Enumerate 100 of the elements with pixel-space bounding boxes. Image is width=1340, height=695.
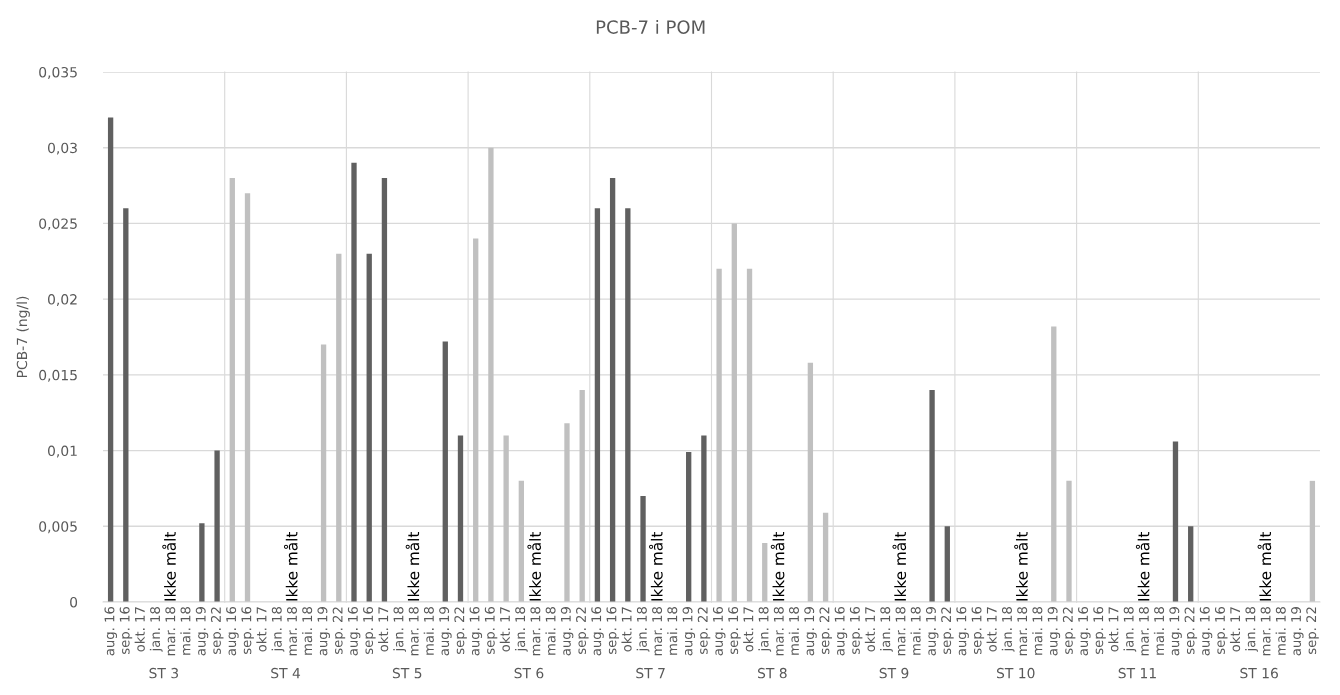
x-axis-title: ST 11 — [1118, 667, 1156, 679]
x-tick-label: okt. 17 — [499, 607, 510, 652]
x-axis-title: ST 16 — [1240, 667, 1278, 679]
bar — [594, 208, 601, 602]
x-tick-label: jan. 18 — [271, 607, 285, 652]
x-tick-label: aug. 16 — [1199, 607, 1213, 656]
x-tick-label: sep. 16 — [1214, 607, 1228, 654]
x-tick-label: mar. 18 — [1138, 607, 1149, 656]
x-axis-title: ST 9 — [879, 667, 909, 679]
bar — [244, 193, 251, 602]
x-tick-label: mai. 18 — [910, 607, 921, 655]
bar — [564, 423, 570, 602]
x-tick-label: mar. 18 — [287, 607, 297, 656]
bar — [762, 542, 768, 602]
x-tick-label: okt. 17 — [1108, 607, 1119, 652]
bar — [214, 450, 220, 602]
annotation: Ikke målt — [1257, 531, 1272, 601]
x-tick-label: okt. 17 — [1229, 607, 1241, 652]
annotation: Ikke målt — [162, 531, 176, 601]
x-tick-label: sep. 16 — [849, 607, 863, 654]
x-tick-label: sep. 16 — [971, 607, 985, 654]
x-tick-label: jan. 18 — [393, 607, 407, 652]
x-tick-label: mai. 18 — [1032, 607, 1043, 655]
x-tick-label: aug. 19 — [1169, 607, 1182, 656]
x-tick-label: aug. 19 — [682, 607, 696, 656]
bar — [716, 268, 722, 602]
y-tick-label: 0,015 — [39, 369, 77, 382]
bar — [336, 253, 342, 602]
x-tick-label: sep. 16 — [119, 607, 133, 654]
x-tick-label: aug. 19 — [439, 607, 452, 656]
x-tick-label: sep. 22 — [1062, 607, 1076, 654]
x-tick-label: mai. 18 — [1153, 607, 1165, 655]
x-axis-title: ST 5 — [392, 667, 422, 679]
x-axis-title: ST 4 — [271, 667, 301, 679]
x-tick-label: mar. 18 — [652, 607, 663, 656]
x-tick-label: aug. 16 — [104, 607, 117, 656]
bar — [579, 390, 585, 602]
bar — [320, 344, 327, 602]
annotation: Ikke målt — [649, 531, 663, 601]
bar — [366, 253, 372, 602]
y-tick-label: 0 — [70, 596, 78, 608]
y-tick-label: 0,005 — [39, 521, 77, 534]
x-axis-title: ST 8 — [757, 667, 787, 679]
x-tick-label: mar. 18 — [1260, 607, 1271, 656]
bar — [107, 117, 114, 602]
x-tick-label: sep. 22 — [576, 607, 589, 654]
x-tick-label: aug. 19 — [560, 607, 574, 656]
x-axis-title: ST 3 — [149, 667, 179, 679]
bar — [123, 208, 129, 602]
x-tick-label: mai. 18 — [1275, 607, 1286, 655]
x-tick-label: aug. 16 — [347, 607, 361, 656]
bar — [229, 178, 235, 602]
x-tick-label: mai. 18 — [788, 607, 799, 655]
bar — [199, 523, 205, 602]
x-tick-label: okt. 17 — [256, 607, 267, 652]
bar — [503, 435, 509, 602]
x-tick-label: sep. 16 — [363, 607, 376, 654]
x-tick-label: mar. 18 — [895, 607, 906, 656]
x-tick-label: aug. 16 — [469, 607, 483, 656]
x-tick-label: mar. 18 — [165, 607, 176, 656]
x-tick-label: aug. 19 — [1291, 607, 1304, 656]
annotation: Ikke målt — [770, 531, 785, 601]
x-tick-label: jan. 18 — [1001, 607, 1015, 652]
x-tick-label: mar. 18 — [408, 607, 419, 656]
bar — [822, 512, 829, 602]
x-tick-label: mar. 18 — [773, 607, 784, 656]
x-axis-title: ST 10 — [996, 667, 1035, 679]
x-tick-label: sep. 22 — [819, 607, 832, 654]
annotation: Ikke målt — [283, 531, 298, 601]
x-tick-label: jan. 18 — [636, 607, 650, 652]
annotation: Ikke målt — [1135, 531, 1150, 601]
x-tick-label: aug. 19 — [195, 607, 209, 656]
x-axis-title: ST 6 — [514, 667, 544, 679]
annotation: Ikke målt — [527, 531, 541, 601]
x-tick-label: jan. 18 — [1123, 607, 1137, 652]
x-tick-label: aug. 16 — [712, 607, 726, 656]
x-tick-label: sep. 22 — [1306, 607, 1319, 654]
bar — [807, 362, 814, 602]
bar — [746, 268, 753, 602]
y-tick-label: 0,025 — [39, 218, 77, 231]
x-tick-label: aug. 16 — [956, 607, 969, 656]
x-tick-label: aug. 19 — [925, 607, 939, 656]
x-tick-label: okt. 17 — [743, 607, 754, 652]
x-tick-label: jan. 18 — [1245, 607, 1258, 652]
x-tick-label: sep. 16 — [606, 607, 619, 654]
y-tick-label: 0,035 — [39, 66, 77, 79]
x-tick-label: aug. 16 — [1078, 607, 1091, 656]
x-tick-label: sep. 16 — [1093, 607, 1106, 654]
bar — [381, 178, 388, 602]
bar — [701, 435, 707, 602]
x-tick-label: okt. 17 — [134, 607, 145, 652]
bar — [473, 238, 479, 602]
bar — [351, 162, 357, 602]
bar — [625, 208, 631, 602]
x-tick-label: sep. 16 — [484, 607, 498, 654]
bar — [640, 496, 646, 602]
x-tick-label: aug. 19 — [1047, 607, 1061, 656]
chart-title: PCB-7 i POM — [596, 19, 705, 34]
bar — [488, 147, 494, 602]
bar — [686, 452, 692, 602]
